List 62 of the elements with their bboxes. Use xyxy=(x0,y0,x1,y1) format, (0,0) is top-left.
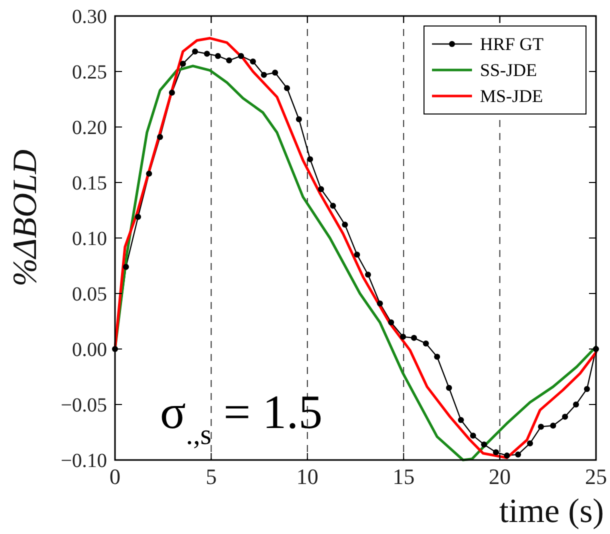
point xyxy=(434,354,440,360)
point xyxy=(446,384,452,391)
y-tick-label: 0.00 xyxy=(72,339,107,361)
point xyxy=(342,222,348,228)
point xyxy=(214,52,221,59)
point xyxy=(572,402,579,408)
y-tick-label: −0.10 xyxy=(60,450,107,472)
legend-label: SS-JDE xyxy=(480,60,538,80)
point xyxy=(538,424,544,430)
x-tick-label: 0 xyxy=(110,464,120,489)
point xyxy=(226,57,232,64)
x-tick-label: 25 xyxy=(585,464,607,489)
point xyxy=(584,386,590,392)
legend-label: MS-JDE xyxy=(480,86,544,106)
point xyxy=(238,52,244,59)
point xyxy=(481,441,488,448)
point xyxy=(307,156,314,162)
y-tick-label: 0.05 xyxy=(72,284,107,306)
point xyxy=(272,70,278,76)
point xyxy=(122,264,129,270)
x-tick-label: 5 xyxy=(206,464,217,489)
point xyxy=(330,202,336,209)
point xyxy=(180,60,186,67)
point xyxy=(204,50,210,57)
x-axis-title: time (s) xyxy=(499,493,604,530)
point xyxy=(135,214,142,220)
point xyxy=(365,272,372,278)
point xyxy=(318,186,324,192)
y-tick-label: 0.30 xyxy=(72,6,107,28)
point xyxy=(550,422,556,429)
point xyxy=(527,440,534,446)
point xyxy=(515,451,522,458)
legend-label: HRF GT xyxy=(480,34,544,54)
point xyxy=(388,319,394,326)
y-tick-label: 0.10 xyxy=(72,228,107,250)
point xyxy=(284,85,290,92)
point xyxy=(376,300,383,306)
point xyxy=(504,452,510,459)
y-tick-label: 0.15 xyxy=(72,172,107,194)
point xyxy=(470,432,476,439)
point xyxy=(492,449,499,456)
x-tick-label: 10 xyxy=(296,464,318,489)
x-tick-label: 15 xyxy=(392,464,415,489)
point xyxy=(410,334,417,341)
point xyxy=(422,340,429,346)
point xyxy=(157,134,164,140)
point xyxy=(250,58,256,65)
point xyxy=(400,334,406,340)
x-tick-label: 20 xyxy=(488,464,511,489)
y-tick-label: −0.05 xyxy=(60,394,107,416)
point xyxy=(168,90,175,96)
y-tick-label: 0.20 xyxy=(72,117,107,139)
y-tick-label: 0.25 xyxy=(72,62,107,84)
point xyxy=(296,116,302,122)
point xyxy=(458,417,464,424)
point xyxy=(192,48,198,55)
point xyxy=(562,414,568,420)
point xyxy=(146,170,152,177)
point xyxy=(354,252,360,258)
point xyxy=(260,72,267,78)
annotation: σ$_{.,s}$ = 1.5 xyxy=(160,386,323,451)
y-axis-title: %ΔBOLD xyxy=(7,149,44,287)
